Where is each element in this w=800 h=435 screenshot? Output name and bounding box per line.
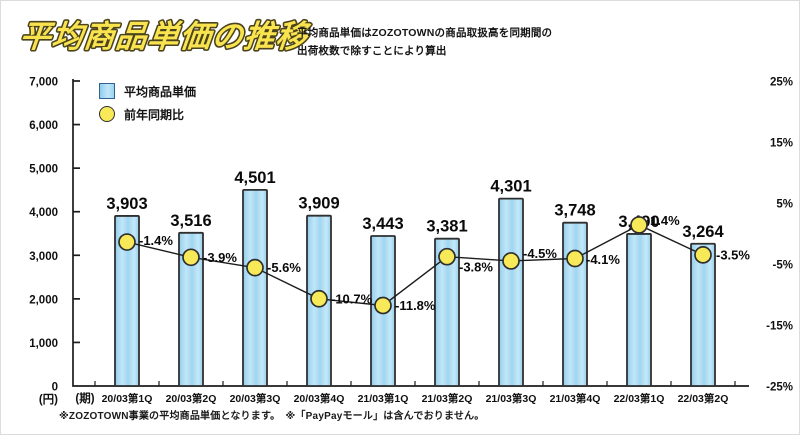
chart-description-line2: 出荷枚数で除すことにより算出	[297, 45, 447, 58]
bar	[690, 242, 716, 387]
yoy-value-label: -3.5%	[716, 247, 750, 262]
yoy-marker	[502, 252, 520, 270]
bar-value-label: 4,501	[234, 169, 275, 187]
yoy-marker	[118, 233, 136, 251]
yoy-marker	[630, 216, 648, 234]
yoy-marker	[566, 249, 584, 268]
yoy-value-label: -11.8%	[395, 298, 436, 313]
yoy-value-label: -3.8%	[459, 260, 493, 275]
x-axis-label: 21/03第2Q	[422, 392, 473, 405]
page-title-text: 平均商品単価の推移	[18, 19, 313, 54]
x-axis-label: 20/03第2Q	[166, 392, 217, 405]
yoy-marker	[694, 246, 712, 264]
x-axis-label: 21/03第1Q	[358, 392, 409, 405]
x-axis-label: 20/03第4Q	[294, 392, 345, 405]
bar-value-label: 3,381	[426, 218, 467, 236]
left-axis-label: 0	[52, 382, 58, 394]
x-axis-label: 21/03第4Q	[550, 392, 601, 405]
left-axis-label: 6,000	[29, 120, 58, 132]
yoy-value-label: 1.4%	[650, 213, 680, 228]
yoy-marker	[374, 296, 392, 315]
right-axis-label: 25%	[770, 77, 793, 89]
yoy-marker	[182, 248, 200, 267]
bar	[626, 233, 652, 387]
yoy-value-label: -3.9%	[203, 250, 237, 265]
yoy-value-label: -5.6%	[267, 260, 301, 275]
left-axis-unit: (円)	[39, 393, 58, 406]
bar	[498, 197, 524, 387]
page-title: 平均商品単価の推移	[16, 17, 314, 55]
yoy-marker	[246, 258, 264, 277]
yoy-line	[126, 224, 704, 307]
bar-value-label: 3,516	[170, 212, 211, 230]
x-axis-label: 22/03第1Q	[614, 392, 665, 405]
bar	[562, 221, 588, 387]
right-axis-label: 15%	[770, 138, 793, 150]
chart-description-line1: 平均商品単価はZOZOTOWNの商品取扱高を同期間の	[297, 27, 553, 39]
yoy-marker	[310, 289, 328, 308]
left-axis-label: 5,000	[29, 164, 58, 176]
bar-value-label: 3,903	[106, 195, 147, 213]
left-axis-label: 4,000	[29, 207, 58, 219]
left-axis-label: 2,000	[29, 294, 58, 306]
yoy-value-label: -10.7%	[331, 291, 373, 306]
right-axis-label: -5%	[773, 260, 793, 272]
bar-value-label: 3,443	[362, 215, 403, 233]
bar-value-label: 3,909	[298, 195, 339, 213]
legend-label-yoy: 前年同期比	[124, 107, 185, 122]
bar-value-label: 3,264	[682, 223, 724, 241]
x-axis-label: 22/03第2Q	[678, 392, 729, 405]
yoy-value-label: -4.1%	[586, 252, 620, 267]
bar-swatch-icon	[99, 83, 115, 99]
bar	[114, 215, 140, 387]
bar	[178, 231, 204, 387]
left-axis-label: 1,000	[29, 338, 58, 350]
right-axis-label: 5%	[776, 199, 793, 211]
footnote: ※ZOZOTOWN事業の平均商品単価となります。 ※「PayPayモール」は含ん…	[59, 411, 485, 422]
x-axis-label: 20/03第1Q	[102, 392, 153, 405]
legend-label-unit-price: 平均商品単価	[124, 84, 197, 99]
bar-value-label: 3,748	[554, 202, 595, 220]
bar	[242, 188, 268, 387]
left-axis-label: 7,000	[29, 77, 58, 89]
line-marker-swatch-icon	[99, 106, 115, 122]
legend-item-unit-price: 平均商品単価	[99, 83, 196, 99]
yoy-value-label: -4.5%	[523, 246, 557, 261]
bar-value-label: 4,301	[490, 178, 531, 196]
legend-item-yoy: 前年同期比	[99, 106, 196, 122]
bar	[434, 237, 460, 387]
x-axis-unit: (期)	[75, 391, 94, 405]
right-axis-label: -15%	[766, 321, 793, 333]
x-axis-label: 20/03第3Q	[230, 392, 281, 405]
left-axis-label: 3,000	[29, 251, 58, 263]
chart-description: 平均商品単価はZOZOTOWNの商品取扱高を同期間の 出荷枚数で除すことにより算…	[297, 24, 552, 61]
yoy-marker	[438, 247, 456, 266]
right-axis-label: -25%	[766, 382, 793, 394]
x-axis-label: 21/03第3Q	[486, 392, 537, 405]
yoy-value-label: -1.4%	[139, 233, 173, 248]
legend: 平均商品単価 前年同期比	[99, 83, 196, 129]
